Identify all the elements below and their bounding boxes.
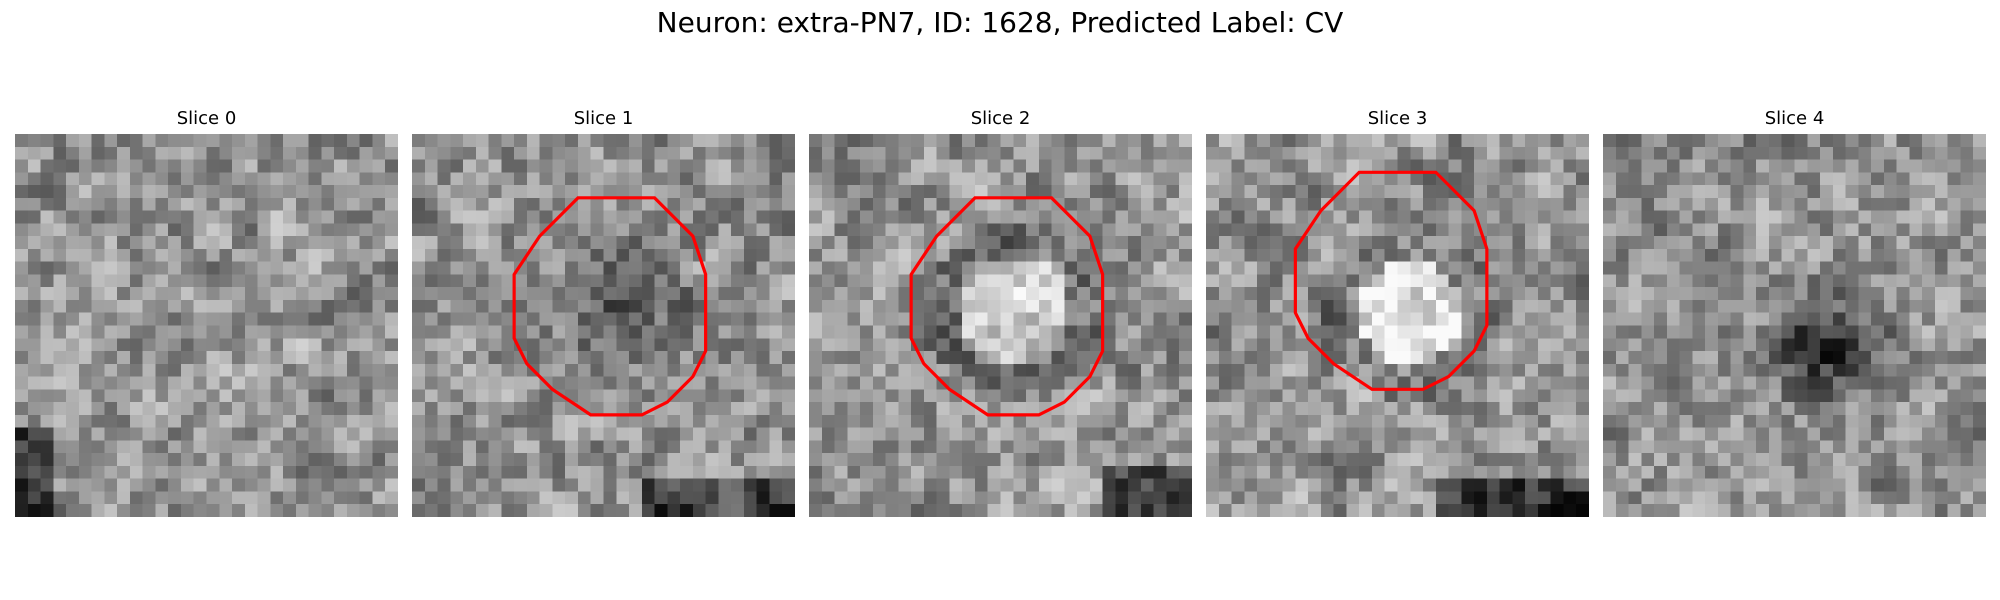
roi-contour [1293, 170, 1489, 391]
slice-panel-3: Slice 3 [1206, 108, 1589, 517]
slice-title: Slice 2 [970, 108, 1031, 129]
slice-image [1206, 134, 1589, 517]
roi-contour [512, 196, 708, 417]
figure-title: Neuron: extra-PN7, ID: 1628, Predicted L… [656, 6, 1344, 39]
slice-title: Slice 0 [176, 108, 237, 129]
slice-image [809, 134, 1192, 517]
slice-panel-2: Slice 2 [809, 108, 1192, 517]
slice-panel-1: Slice 1 [412, 108, 795, 517]
slice-image [412, 134, 795, 517]
roi-contour [909, 196, 1105, 417]
slice-title: Slice 3 [1367, 108, 1428, 129]
slice-panel-0: Slice 0 [15, 108, 398, 517]
slice-image [15, 134, 398, 517]
slice-panel-4: Slice 4 [1603, 108, 1986, 517]
slice-image [1603, 134, 1986, 517]
slice-title: Slice 4 [1764, 108, 1825, 129]
slice-title: Slice 1 [573, 108, 634, 129]
